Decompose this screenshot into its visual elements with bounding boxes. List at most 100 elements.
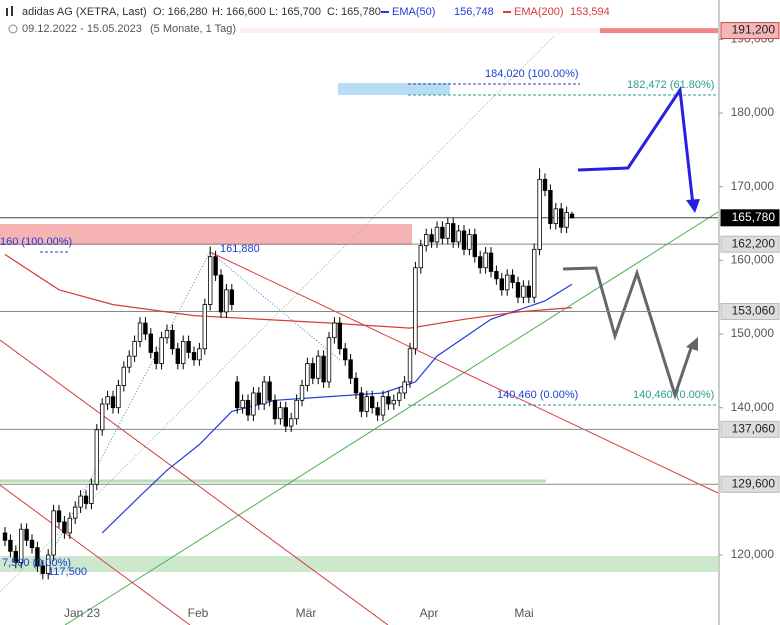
candle-body: [164, 329, 170, 339]
candle-body: [207, 256, 213, 305]
candle-body: [348, 359, 353, 379]
candle-body: [526, 285, 531, 298]
price-box: [720, 209, 780, 227]
candle-body: [537, 178, 542, 250]
candle-body: [261, 381, 267, 405]
candle-body: [89, 483, 94, 504]
scenario-arrow: [577, 85, 695, 206]
candle-body: [105, 396, 110, 405]
candle-body: [137, 322, 143, 342]
candle-body: [213, 256, 218, 276]
candle-body: [369, 396, 375, 409]
target-zone: [338, 83, 450, 95]
candle-body: [35, 547, 40, 567]
candle-body: [499, 278, 504, 291]
candle-body: [272, 399, 278, 420]
candle-body: [472, 234, 477, 258]
candle-body: [175, 348, 180, 364]
candle-body: [488, 252, 494, 272]
candle-body: [564, 212, 569, 228]
legend-value: 156,748: [454, 6, 494, 18]
candle-body: [461, 230, 467, 250]
candle-body: [413, 267, 418, 350]
trend-line: [0, 339, 389, 625]
candle-body: [559, 208, 564, 228]
price-label: 162,200: [732, 236, 776, 250]
legend-entry: EMA(200): [514, 6, 564, 18]
candle-body: [143, 322, 148, 335]
candle-body: [251, 392, 256, 416]
annotation: 140,460 (0.00%): [497, 389, 578, 401]
candle-body: [342, 348, 348, 361]
y-tick-label: 140,000: [731, 400, 775, 414]
candle-body: [434, 226, 440, 243]
candle-body: [402, 381, 407, 394]
candle-body: [299, 385, 305, 401]
price-box: [720, 303, 780, 321]
candle-body: [391, 399, 396, 405]
candle-body: [504, 274, 510, 291]
candle-body: [202, 304, 207, 350]
candle-body: [288, 418, 294, 427]
candle-body: [407, 348, 413, 383]
candle-body: [121, 366, 126, 387]
candle-body: [353, 377, 359, 394]
candle-body: [234, 381, 240, 409]
candle-body: [553, 208, 558, 224]
candle-body: [542, 178, 548, 191]
candle-body: [521, 285, 526, 298]
plot: [2, 168, 575, 580]
candle-body: [191, 352, 197, 361]
price-box: [720, 475, 780, 493]
ema-line: [4, 253, 573, 329]
candle-body: [159, 337, 164, 364]
date-span: (5 Monate, 1 Tag): [150, 23, 236, 35]
trend-line: [64, 211, 719, 625]
candle-body: [569, 213, 575, 219]
price-label: 191,200: [732, 23, 776, 37]
candle-body: [267, 381, 272, 401]
header-ohlc: C: 165,780: [327, 6, 381, 18]
annotations: 184,020 (100.00%) 182,472 (61.80%) 140,4…: [0, 68, 714, 578]
candle-body: [78, 495, 83, 508]
price-label: 165,780: [732, 210, 776, 224]
candle-body: [110, 396, 116, 409]
candle-body: [429, 234, 434, 243]
candle-body: [494, 271, 499, 280]
candle-body: [170, 329, 175, 350]
candle-body: [8, 539, 13, 552]
candle-body: [332, 322, 337, 339]
candle-body: [364, 396, 369, 412]
header-ohlc: L: 165,700: [269, 6, 321, 18]
candle-body: [305, 363, 310, 387]
annotation: 184,020 (100.00%): [485, 68, 579, 80]
price-axis: 190,000180,000170,000160,000150,000140,0…: [719, 22, 780, 561]
candle-body: [186, 341, 191, 353]
candle-body: [83, 495, 89, 504]
candle-body: [224, 289, 229, 313]
channel-line: [0, 0, 591, 593]
y-tick-label: 150,000: [731, 326, 775, 340]
x-tick-label: Feb: [188, 606, 209, 620]
legend-value: 153,594: [570, 6, 610, 18]
support-zone: [0, 556, 718, 572]
candle-body: [127, 355, 132, 368]
candle-body: [40, 565, 45, 574]
price-box: [720, 235, 780, 253]
candle-body: [510, 274, 515, 283]
candle-body: [67, 517, 72, 534]
icon: [8, 24, 18, 34]
candle-body: [294, 399, 299, 420]
candle-body: [375, 407, 380, 416]
y-tick-label: 160,000: [731, 253, 775, 267]
candle-body: [380, 396, 386, 416]
annotation: 182,472 (61.80%): [627, 79, 714, 91]
trend-line: [209, 251, 719, 494]
resistance-zone: [0, 224, 412, 245]
candle-body: [229, 289, 234, 305]
y-tick-label: 120,000: [731, 547, 775, 561]
price-levels: [0, 28, 718, 485]
candle-body: [278, 407, 283, 420]
header-title: adidas AG (XETRA, Last): [22, 6, 147, 18]
